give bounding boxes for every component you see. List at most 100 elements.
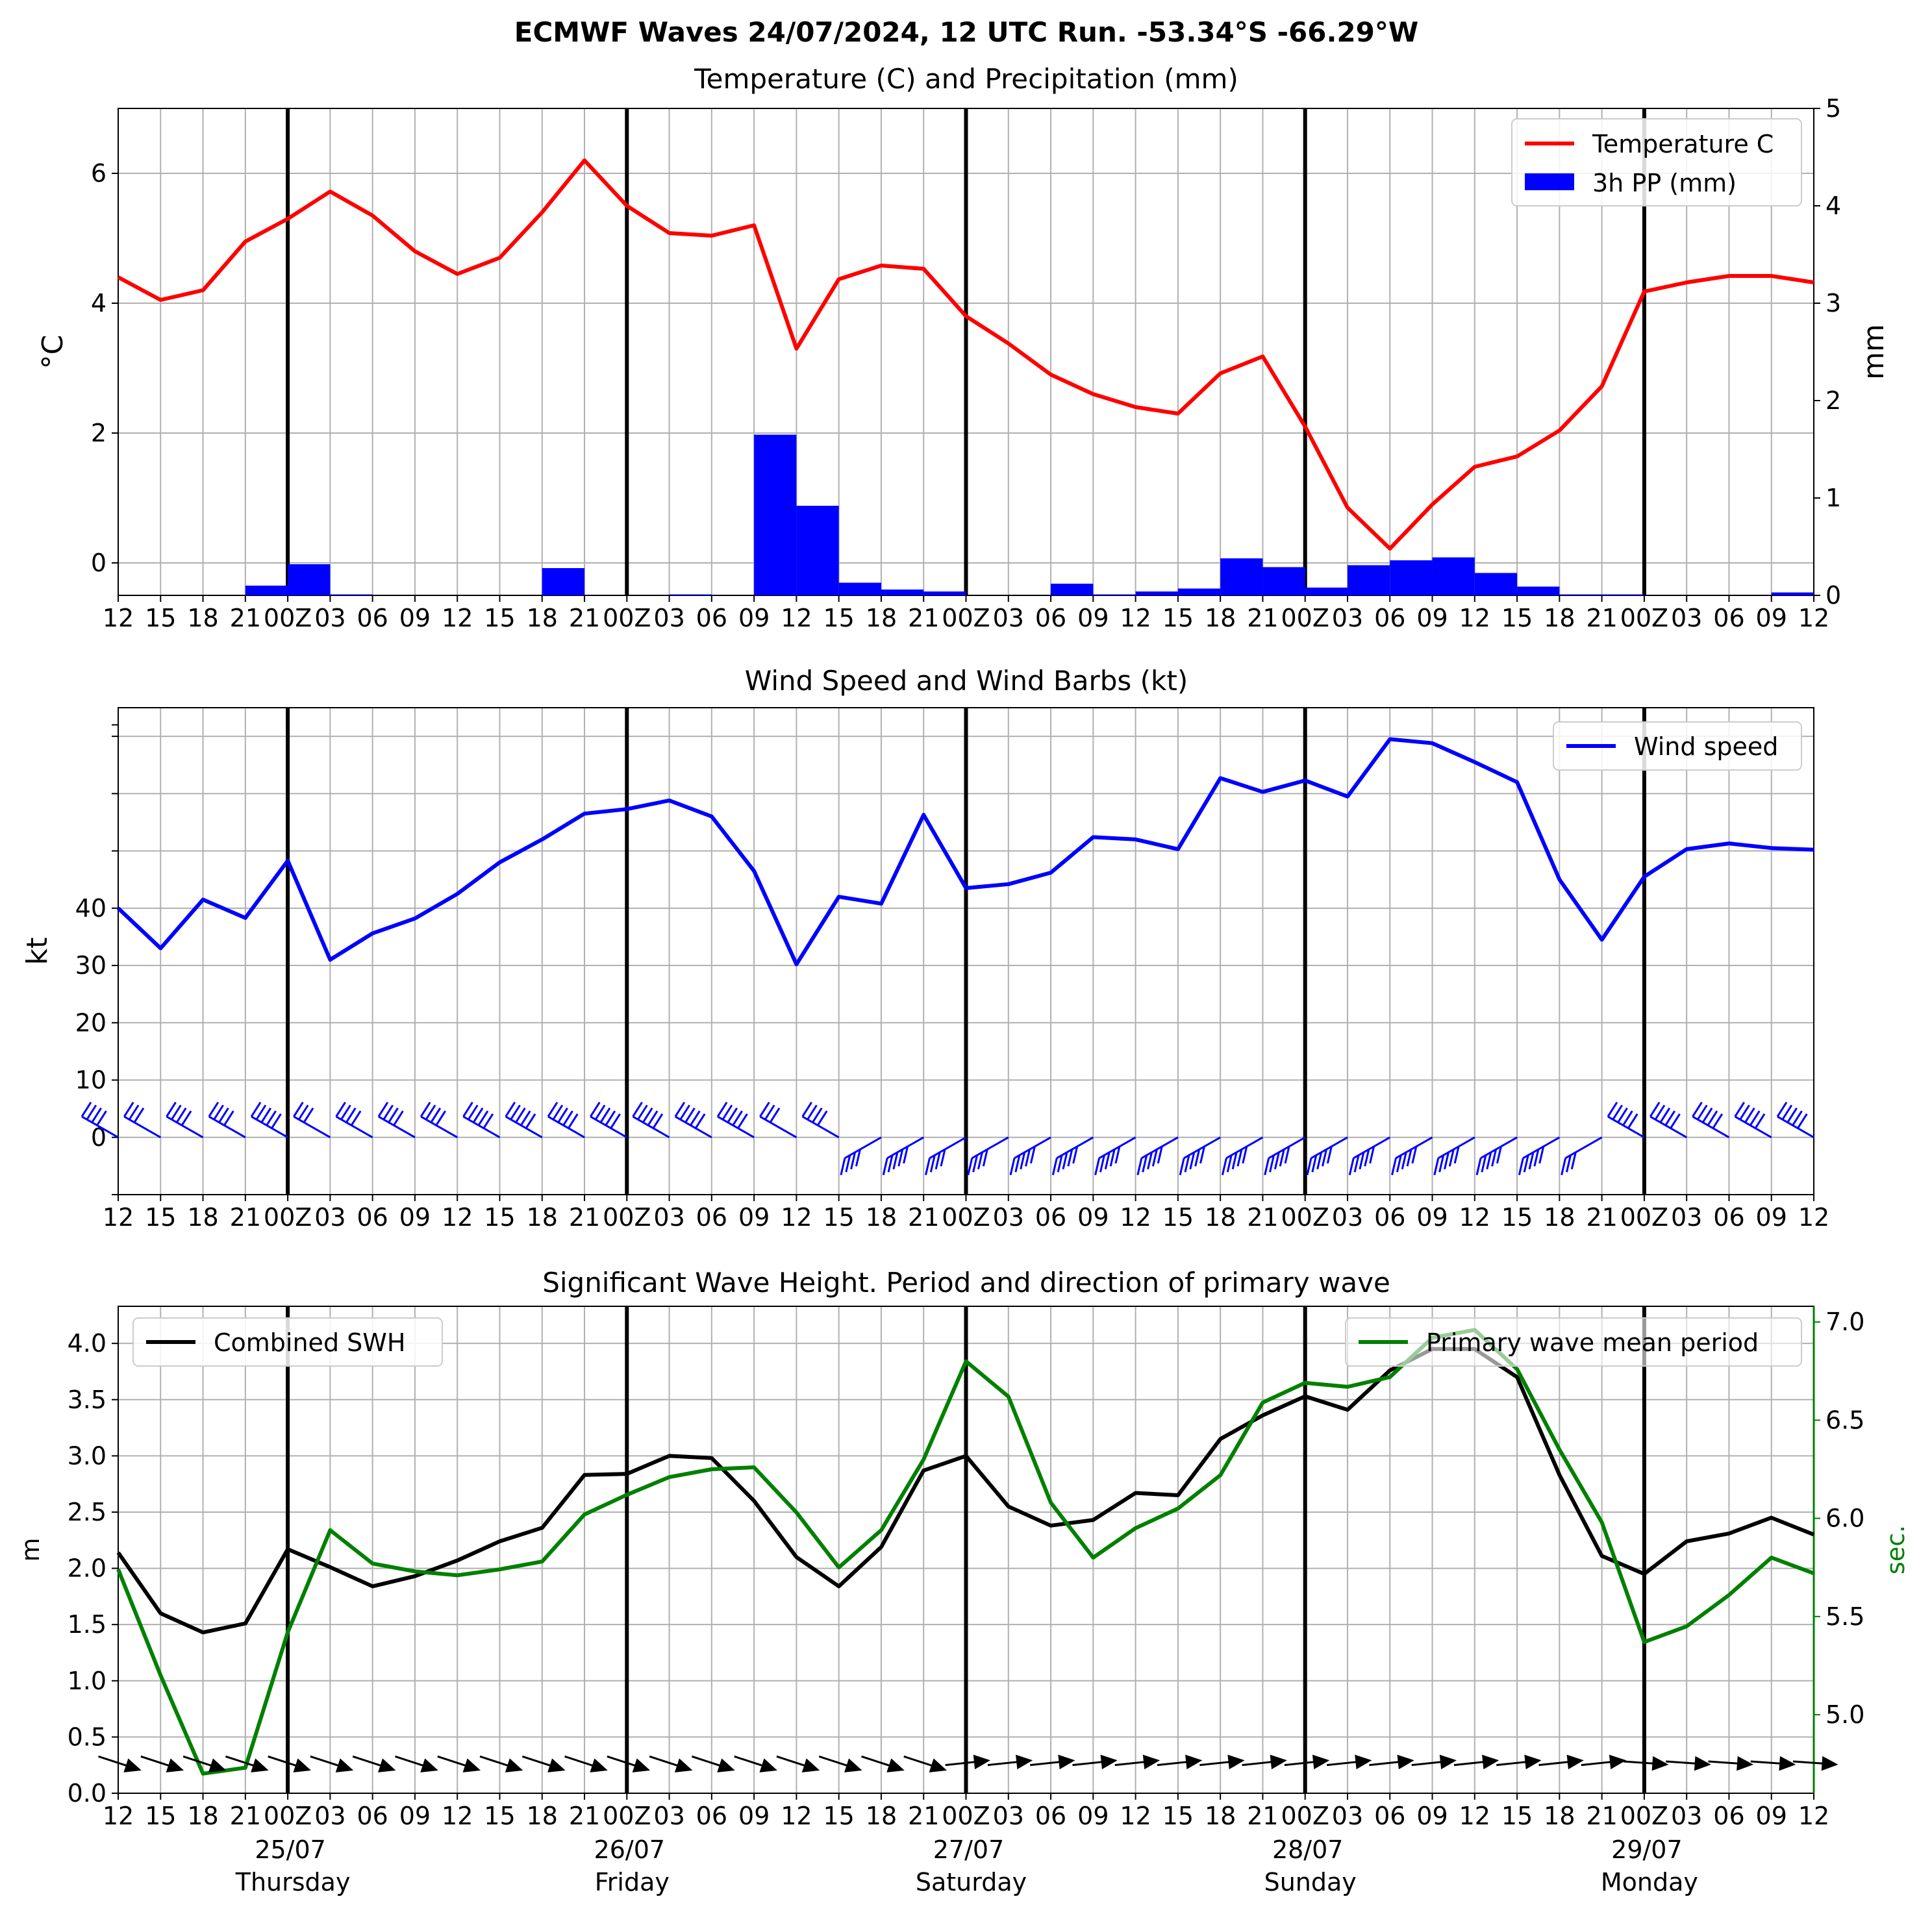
wind-barb [1264,1136,1306,1176]
wind-barb [547,1101,585,1139]
x-tick-label: 21 [569,1203,600,1232]
x-tick-label: 09 [1077,1203,1109,1232]
wind-barb [801,1101,840,1139]
wave-direction-arrow [395,1755,438,1772]
legend-box [1345,1317,1802,1367]
wind-barb [632,1101,670,1139]
wave-direction-arrow [1708,1756,1754,1771]
precip-bar [1093,594,1136,595]
wave-direction-arrow [945,1754,990,1770]
y-right-tick-label: 5.5 [1825,1602,1864,1631]
precip-bar [881,590,924,595]
x-tick-label: 06 [696,604,727,632]
wave-direction-arrow [1792,1756,1838,1771]
x-tick-label: 12 [781,1802,812,1830]
wind-barb [250,1101,288,1139]
x-tick-label: 15 [823,1203,854,1232]
x-tick-label: 00Z [264,1203,312,1232]
x-tick-label: 18 [866,1802,897,1830]
y-tick-label: 2.5 [68,1498,107,1526]
x-tick-label: 09 [399,604,431,632]
y-right-axis-label: mm [1857,324,1890,380]
wind-barb [1094,1136,1136,1176]
wave-direction-arrow [1326,1754,1372,1770]
x-tick-label: 18 [187,1802,218,1830]
wind-barb [882,1136,924,1176]
wind-barb [1649,1101,1687,1139]
precip-bar [1135,591,1178,595]
x-tick-label: 12 [103,604,134,632]
x-tick-label: 00Z [1620,1802,1668,1830]
y-tick-label: 0.0 [68,1779,107,1808]
x-tick-label: 18 [187,604,218,632]
panel-2-title: Wind Speed and Wind Barbs (kt) [745,665,1188,697]
precip-bar [1559,594,1602,595]
wind-barb [335,1101,373,1139]
y-tick-label: 0 [91,1123,107,1152]
precip-bar [1601,594,1644,595]
x-tick-label: 09 [1416,604,1448,632]
panel-1-title: Temperature (C) and Precipitation (mm) [694,63,1238,95]
wave-direction-arrow [225,1755,269,1772]
y-right-tick-label: 6.5 [1825,1406,1864,1434]
day-weekday-label: Thursday [235,1868,351,1896]
x-tick-label: 21 [1247,1802,1278,1830]
wind-barb [1561,1136,1603,1176]
y-right-tick-label: 6.0 [1825,1504,1864,1533]
x-tick-label: 12 [1120,1802,1151,1830]
y-tick-label: 1.0 [68,1667,107,1695]
x-tick-label: 06 [357,604,388,632]
x-tick-label: 12 [781,1203,812,1232]
x-tick-label: 12 [1120,604,1151,632]
x-tick-label: 00Z [603,1802,651,1830]
wave-direction-arrow [1242,1754,1287,1770]
wind-barb [840,1136,882,1176]
x-tick-label: 21 [569,1802,600,1830]
x-tick-label: 06 [1035,604,1066,632]
x-tick-label: 18 [1544,604,1575,632]
x-tick-label: 06 [1374,1802,1405,1830]
wind-barb [759,1101,797,1139]
wind-barb [1179,1136,1221,1176]
x-tick-label: 06 [1035,1203,1066,1232]
x-tick-label: 15 [1162,1802,1194,1830]
x-tick-label: 18 [527,1802,558,1830]
precip-bar [1474,573,1518,595]
wind-barb [967,1136,1009,1176]
x-tick-label: 09 [399,1802,431,1830]
x-tick-label: 06 [1713,604,1744,632]
x-tick-label: 06 [1035,1802,1066,1830]
y-tick-label: 2 [91,419,107,447]
day-weekday-label: Friday [595,1868,670,1896]
wind-barb [420,1101,458,1139]
wind-barb [293,1101,331,1139]
wave-direction-arrow [1030,1754,1075,1770]
precip-bar [1305,588,1348,595]
wave-direction-arrow [1666,1756,1711,1771]
x-tick-label: 12 [781,604,812,632]
wave-direction-arrow [1284,1754,1330,1770]
wave-direction-arrow [98,1755,142,1772]
precip-bar [838,582,881,595]
precip-bar [542,568,585,595]
x-tick-label: 12 [442,604,473,632]
legend-box [132,1317,443,1367]
x-tick-label: 03 [653,1802,684,1830]
day-date-label: 26/07 [594,1835,666,1864]
wind-barb [505,1101,543,1139]
day-date-label: 29/07 [1611,1835,1683,1864]
x-tick-label: 03 [993,1203,1024,1232]
y-right-tick-label: 3 [1825,289,1841,317]
x-tick-label: 12 [1120,1203,1151,1232]
x-tick-label: 03 [1332,1802,1363,1830]
precip-bar [1517,586,1560,595]
x-tick-label: 09 [1077,604,1109,632]
x-tick-label: 00Z [264,1802,312,1830]
x-tick-label: 21 [1586,604,1617,632]
y-right-tick-label: 1 [1825,484,1841,512]
wave-direction-arrow [182,1755,227,1772]
x-tick-label: 03 [314,604,345,632]
x-tick-label: 09 [399,1203,431,1232]
precip-bar [1051,584,1094,595]
precip-bar [1771,592,1814,595]
